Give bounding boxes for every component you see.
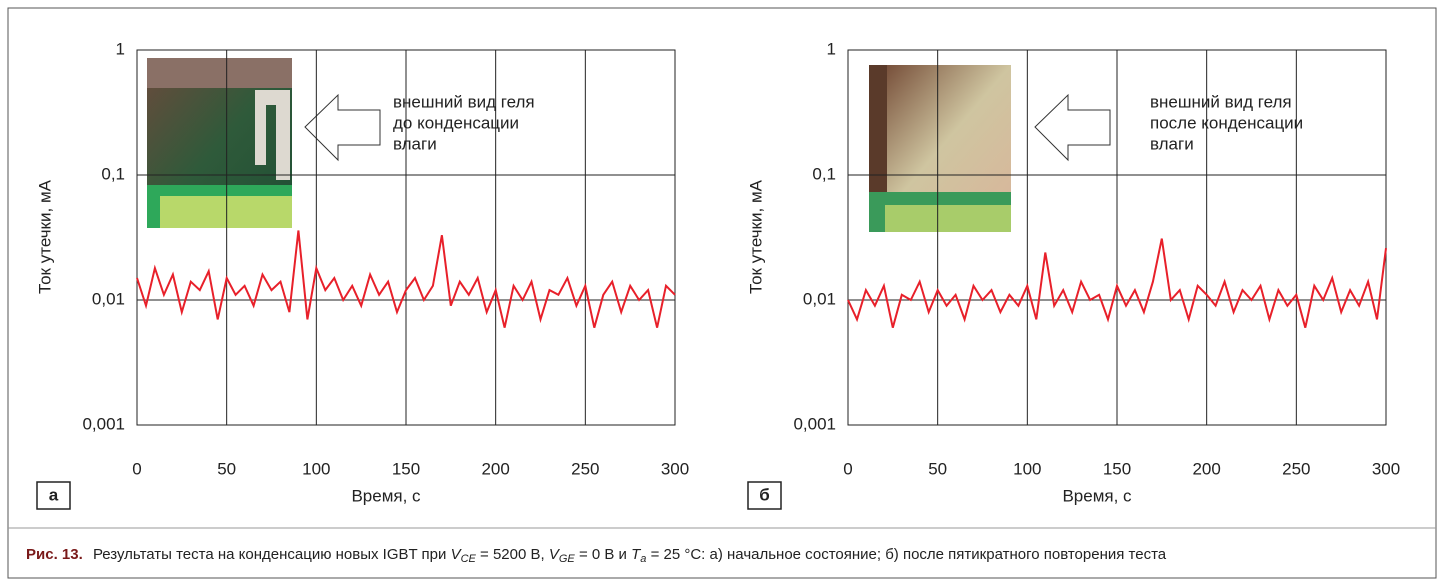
y-tick-label: 1 xyxy=(116,39,125,58)
x-tick-label: 300 xyxy=(1372,459,1400,478)
arrow xyxy=(304,93,381,162)
caption-text: Результаты теста на конденсацию новых IG… xyxy=(93,546,451,563)
y-tick-label: 0,01 xyxy=(92,289,125,308)
x-axis-label: Время, с xyxy=(351,486,421,505)
x-tick-label: 0 xyxy=(132,459,141,478)
caption-text: = 0 В и xyxy=(575,546,631,563)
y-axis-label: Ток утечки, мА xyxy=(35,179,54,294)
frame xyxy=(7,7,1437,579)
caption-text: T xyxy=(631,546,642,563)
x-tick-label: 200 xyxy=(1192,459,1220,478)
annotation: влаги xyxy=(1150,134,1194,153)
x-tick-label: 0 xyxy=(843,459,852,478)
panel-box xyxy=(747,481,782,510)
caption-text: V xyxy=(549,546,561,563)
data-line xyxy=(847,238,1387,328)
caption-text: V xyxy=(451,546,463,563)
y-tick-label: 1 xyxy=(827,39,836,58)
caption-text: = 5200 В, xyxy=(476,546,549,563)
arrow xyxy=(1034,93,1111,162)
x-tick-label: 300 xyxy=(661,459,689,478)
annotation: после конденсации xyxy=(1150,113,1303,132)
panel-label: б xyxy=(759,485,770,504)
x-tick-label: 200 xyxy=(481,459,509,478)
x-tick-label: 150 xyxy=(392,459,420,478)
y-tick-label: 0,001 xyxy=(793,414,836,433)
caption-text: GE xyxy=(559,553,576,565)
plot-border xyxy=(136,49,676,426)
y-tick-label: 0,001 xyxy=(82,414,125,433)
y-tick-label: 0,1 xyxy=(812,164,836,183)
y-tick-label: 0,1 xyxy=(101,164,125,183)
annotation: до конденсации xyxy=(393,113,519,132)
caption-label: Рис. 13. xyxy=(26,546,83,563)
caption-text: = 25 °C: а) начальное состояние; б) посл… xyxy=(646,546,1166,563)
x-tick-label: 50 xyxy=(217,459,236,478)
x-tick-label: 100 xyxy=(1013,459,1041,478)
y-tick-label: 0,01 xyxy=(803,289,836,308)
annotation: внешний вид геля xyxy=(1150,92,1292,111)
x-tick-label: 250 xyxy=(571,459,599,478)
panel-box xyxy=(36,481,71,510)
x-tick-label: 250 xyxy=(1282,459,1310,478)
caption-text: CE xyxy=(461,553,477,565)
caption-text: a xyxy=(640,553,646,565)
data-line xyxy=(136,230,676,328)
annotation: внешний вид геля xyxy=(393,92,535,111)
plot-border xyxy=(847,49,1387,426)
y-axis-label: Ток утечки, мА xyxy=(746,179,765,294)
inset-photo xyxy=(147,58,292,228)
panel-label: а xyxy=(49,485,59,504)
caption: Рис. 13. Результаты теста на конденсацию… xyxy=(26,546,1167,565)
x-tick-label: 100 xyxy=(302,459,330,478)
x-tick-label: 50 xyxy=(928,459,947,478)
inset-photo xyxy=(869,65,1011,232)
x-tick-label: 150 xyxy=(1103,459,1131,478)
x-axis-label: Время, с xyxy=(1062,486,1132,505)
annotation: влаги xyxy=(393,134,437,153)
